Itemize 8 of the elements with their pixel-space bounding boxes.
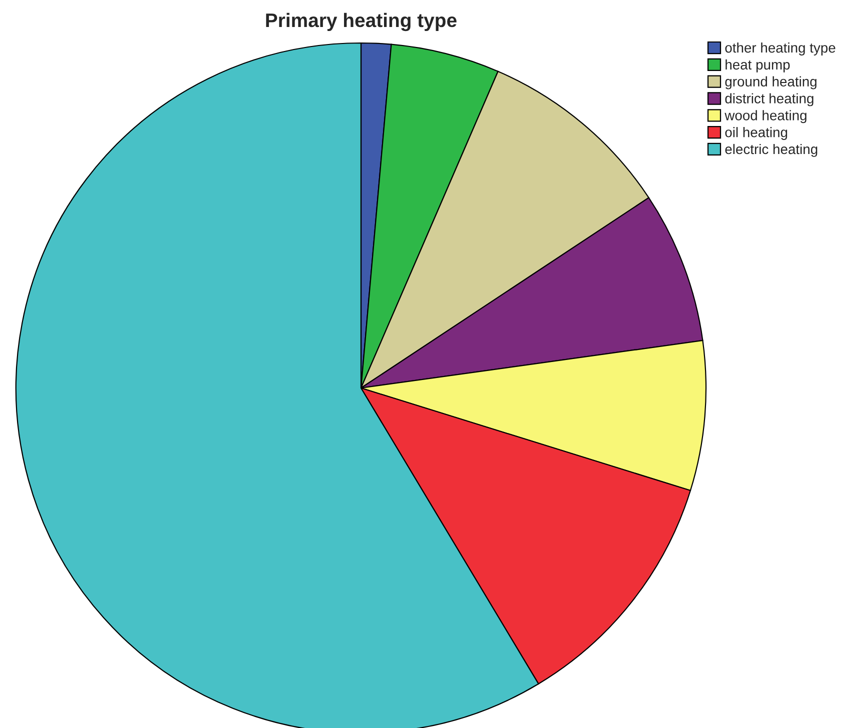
legend-label: district heating [725,93,814,106]
legend-label: ground heating [725,76,816,90]
legend-label: oil heating [725,127,788,140]
legend-label: heat pump [726,59,790,72]
legend-label: other heating type [725,42,836,56]
legend-label: electric heating [725,144,818,157]
chart-title: Primary heating type [266,12,457,32]
legend-label: wood heating [724,110,806,124]
